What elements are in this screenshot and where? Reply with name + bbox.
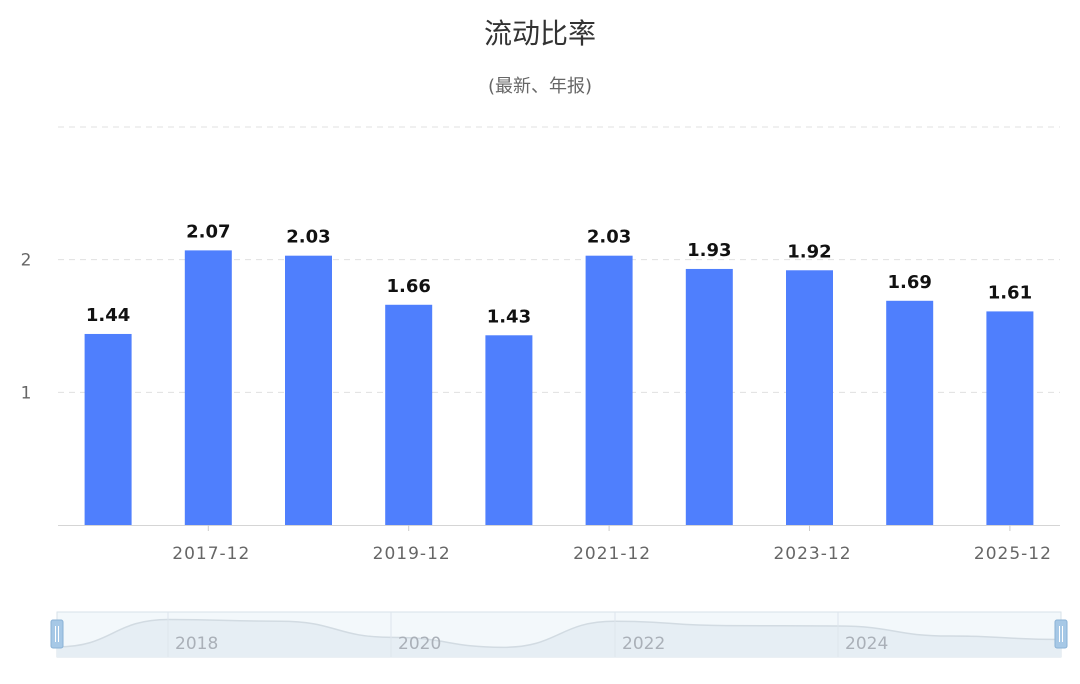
bar[interactable] bbox=[385, 304, 433, 525]
bar[interactable] bbox=[986, 311, 1034, 525]
data-label: 2.03 bbox=[587, 227, 631, 248]
x-tick-label: 2019-12 bbox=[373, 544, 451, 564]
data-label: 2.07 bbox=[186, 221, 230, 242]
data-label: 1.69 bbox=[887, 272, 931, 293]
data-label: 1.92 bbox=[787, 241, 831, 262]
navigator-left-handle[interactable] bbox=[50, 619, 64, 649]
y-tick-label: 1 bbox=[21, 383, 32, 403]
bar[interactable] bbox=[685, 268, 733, 525]
navigator-label: 2024 bbox=[845, 634, 888, 654]
x-tick-label: 2017-12 bbox=[172, 544, 250, 564]
x-tick-label: 2025-12 bbox=[974, 544, 1052, 564]
data-label: 1.44 bbox=[86, 305, 130, 326]
navigator-label: 2018 bbox=[175, 634, 218, 654]
x-tick-label: 2021-12 bbox=[573, 544, 651, 564]
y-tick-label: 2 bbox=[21, 251, 32, 271]
navigator-label: 2022 bbox=[622, 634, 665, 654]
chart-subtitle: (最新、年报) bbox=[487, 76, 593, 97]
bar[interactable] bbox=[786, 270, 833, 525]
data-label: 1.66 bbox=[386, 276, 430, 297]
data-label: 2.03 bbox=[286, 227, 330, 248]
bar[interactable] bbox=[886, 300, 934, 525]
chart-title: 流动比率 bbox=[483, 17, 596, 50]
navigator-area bbox=[57, 619, 1061, 657]
x-tick-label: 2023-12 bbox=[773, 544, 851, 564]
navigator-line bbox=[56, 618, 1062, 649]
bar[interactable] bbox=[485, 335, 533, 525]
bar[interactable] bbox=[84, 333, 132, 525]
bar[interactable] bbox=[184, 250, 232, 525]
data-label: 1.43 bbox=[487, 306, 531, 327]
navigator-right-handle[interactable] bbox=[1054, 619, 1068, 649]
bar[interactable] bbox=[585, 255, 633, 526]
data-label: 1.93 bbox=[687, 240, 731, 261]
bar[interactable] bbox=[285, 255, 332, 526]
navigator-label: 2020 bbox=[398, 634, 441, 654]
data-label: 1.61 bbox=[988, 282, 1032, 303]
